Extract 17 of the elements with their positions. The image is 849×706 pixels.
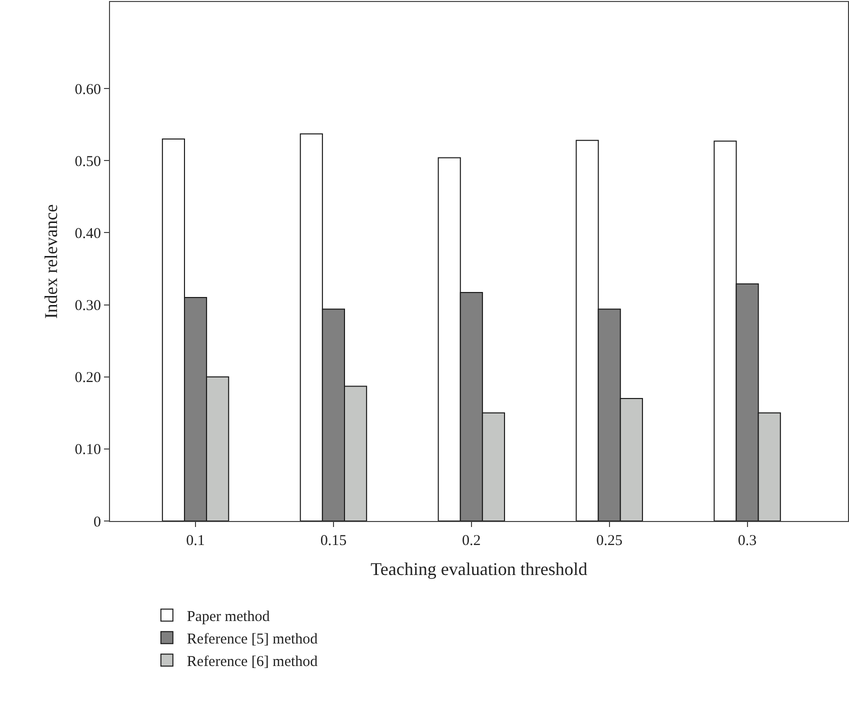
- y-axis-title: Index relevance: [40, 204, 61, 319]
- legend-label: Paper method: [186, 608, 270, 625]
- x-tick-label: 0.2: [462, 533, 481, 549]
- x-tick-label: 0.15: [320, 533, 347, 549]
- y-tick-label: 0.20: [74, 370, 101, 386]
- legend-label: Reference [5] method: [186, 631, 318, 648]
- y-tick-label: 0.40: [74, 226, 101, 242]
- y-tick-label: 0.50: [74, 154, 101, 170]
- x-tick-label: 0.25: [596, 533, 622, 549]
- y-tick-label: 0.60: [74, 82, 101, 98]
- legend-label: Reference [6] method: [186, 654, 318, 670]
- y-tick-label: 0.10: [74, 442, 101, 458]
- x-tick-label: 0.1: [186, 533, 205, 549]
- x-tick-label: 0.3: [738, 533, 757, 549]
- y-tick-label: 0: [94, 514, 101, 530]
- x-axis-title: Teaching evaluation threshold: [370, 559, 588, 580]
- y-tick-label: 0.30: [74, 298, 101, 314]
